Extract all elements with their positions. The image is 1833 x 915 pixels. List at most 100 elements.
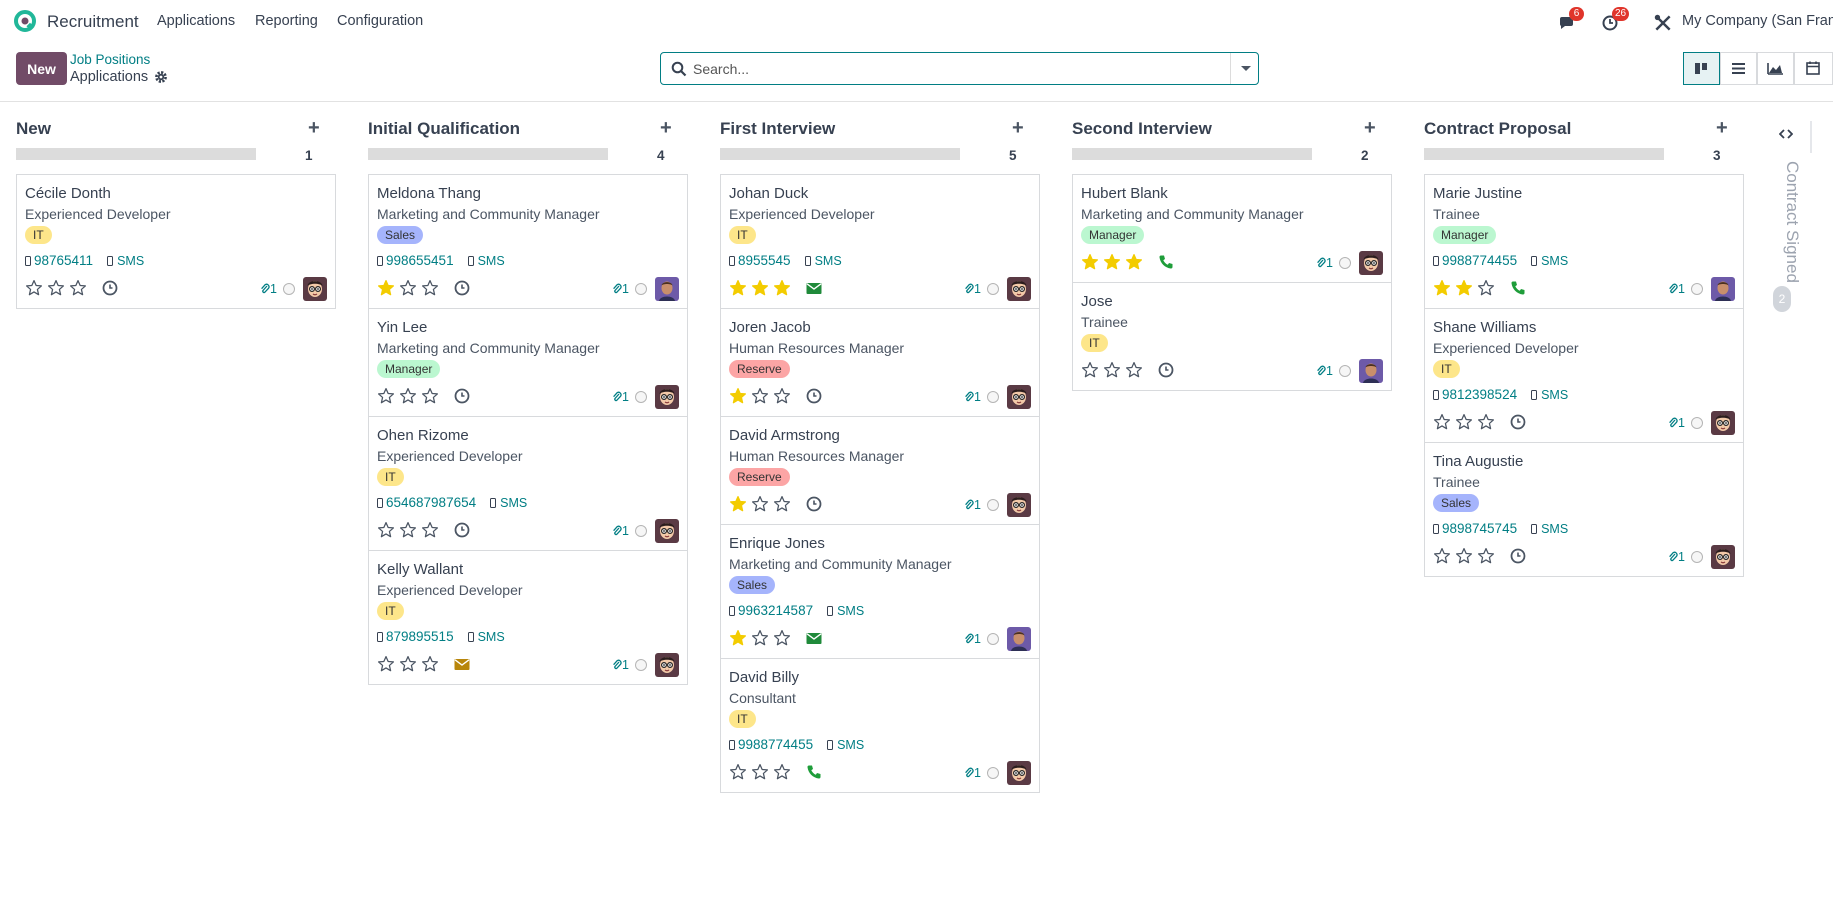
app-logo-icon[interactable] xyxy=(14,10,36,32)
star-empty-icon[interactable] xyxy=(751,629,769,647)
attachment-count[interactable]: 1 xyxy=(964,498,981,512)
attachment-count[interactable]: 1 xyxy=(612,282,629,296)
expand-arrows-icon[interactable] xyxy=(1779,129,1793,139)
star-empty-icon[interactable] xyxy=(1125,361,1143,379)
star-empty-icon[interactable] xyxy=(421,655,439,673)
star-filled-icon[interactable] xyxy=(751,279,769,297)
sms-button[interactable]: SMS xyxy=(467,628,505,646)
column-title[interactable]: Initial Qualification xyxy=(368,119,521,138)
applicant-card[interactable]: Johan Duck Experienced Developer IT 8955545… xyxy=(721,175,1039,309)
star-empty-icon[interactable] xyxy=(1455,547,1473,565)
sms-button[interactable]: SMS xyxy=(1531,520,1568,538)
company-switcher[interactable]: My Company (San Franc xyxy=(1682,13,1833,29)
phone-link[interactable]: 8955545 xyxy=(738,253,791,268)
column-title[interactable]: Second Interview xyxy=(1072,119,1212,138)
applicant-card[interactable]: Meldona Thang Marketing and Community Man… xyxy=(369,175,687,309)
star-empty-icon[interactable] xyxy=(421,279,439,297)
star-empty-icon[interactable] xyxy=(1477,279,1495,297)
star-empty-icon[interactable] xyxy=(1433,413,1451,431)
new-button[interactable]: New xyxy=(16,52,67,85)
attachment-count[interactable]: 1 xyxy=(1316,256,1333,270)
star-filled-icon[interactable] xyxy=(1103,253,1121,271)
sms-button[interactable]: SMS xyxy=(1531,386,1568,404)
sms-button[interactable]: SMS xyxy=(490,494,527,512)
star-empty-icon[interactable] xyxy=(773,763,791,781)
star-filled-icon[interactable] xyxy=(729,629,747,647)
star-filled-icon[interactable] xyxy=(377,279,395,297)
applicant-card[interactable]: Kelly Wallant Experienced Developer IT 8798… xyxy=(369,551,687,685)
gear-icon[interactable] xyxy=(154,70,168,84)
applicant-card[interactable]: Enrique Jones Marketing and Community Man… xyxy=(721,525,1039,659)
phone-link[interactable]: 998655451 xyxy=(386,253,454,268)
applicant-card[interactable]: Yin Lee Marketing and Community Manager Ma… xyxy=(369,309,687,417)
phone-link[interactable]: 9988774455 xyxy=(1442,253,1518,268)
column-title[interactable]: Contract Proposal xyxy=(1424,119,1572,138)
star-empty-icon[interactable] xyxy=(47,279,65,297)
star-empty-icon[interactable] xyxy=(773,629,791,647)
star-empty-icon[interactable] xyxy=(69,279,87,297)
search-options-toggle[interactable] xyxy=(1230,53,1258,84)
phone-link[interactable]: 9988774455 xyxy=(738,737,814,752)
menu-reporting[interactable]: Reporting xyxy=(255,13,318,29)
calendar-view-button[interactable] xyxy=(1794,52,1833,85)
star-empty-icon[interactable] xyxy=(377,521,395,539)
kanban-state-dot[interactable] xyxy=(635,525,647,537)
activity-clock-icon[interactable] xyxy=(453,387,471,405)
phone-link[interactable]: 9963214587 xyxy=(738,603,814,618)
attachment-count[interactable]: 1 xyxy=(612,658,629,672)
star-empty-icon[interactable] xyxy=(729,763,747,781)
attachment-count[interactable]: 1 xyxy=(1668,416,1685,430)
sms-button[interactable]: SMS xyxy=(467,252,505,270)
kanban-state-dot[interactable] xyxy=(635,659,647,671)
applicant-card[interactable]: Tina Augustie Trainee Sales 9898745745 SMS 1 xyxy=(1425,443,1743,577)
applicant-card[interactable]: Joren Jacob Human Resources Manager Reserv… xyxy=(721,309,1039,417)
star-empty-icon[interactable] xyxy=(1477,547,1495,565)
quick-create-plus-icon[interactable]: + xyxy=(1716,117,1728,139)
quick-create-plus-icon[interactable]: + xyxy=(1364,117,1376,139)
kanban-state-dot[interactable] xyxy=(1691,283,1703,295)
attachment-count[interactable]: 1 xyxy=(1316,364,1333,378)
activity-clock-icon[interactable] xyxy=(1509,547,1527,565)
star-empty-icon[interactable] xyxy=(751,495,769,513)
star-empty-icon[interactable] xyxy=(25,279,43,297)
activity-email-icon[interactable] xyxy=(805,629,823,647)
sms-button[interactable]: SMS xyxy=(804,252,842,270)
kanban-state-dot[interactable] xyxy=(1339,365,1351,377)
graph-view-button[interactable] xyxy=(1757,52,1794,85)
star-empty-icon[interactable] xyxy=(1103,361,1121,379)
activity-email-icon[interactable] xyxy=(805,279,823,297)
applicant-card[interactable]: Hubert Blank Marketing and Community Mana… xyxy=(1073,175,1391,283)
phone-link[interactable]: 879895515 xyxy=(386,629,454,644)
kanban-state-dot[interactable] xyxy=(987,767,999,779)
app-name[interactable]: Recruitment xyxy=(47,12,139,31)
kanban-state-dot[interactable] xyxy=(635,283,647,295)
kanban-state-dot[interactable] xyxy=(283,283,295,295)
star-empty-icon[interactable] xyxy=(773,495,791,513)
column-title[interactable]: New xyxy=(16,119,51,138)
kanban-state-dot[interactable] xyxy=(1691,417,1703,429)
star-filled-icon[interactable] xyxy=(773,279,791,297)
star-empty-icon[interactable] xyxy=(751,763,769,781)
sms-button[interactable]: SMS xyxy=(1531,252,1568,270)
sms-button[interactable]: SMS xyxy=(107,252,144,270)
kanban-state-dot[interactable] xyxy=(987,499,999,511)
kanban-state-dot[interactable] xyxy=(987,391,999,403)
activities-button[interactable]: 26 xyxy=(1602,7,1630,32)
activity-email-icon[interactable] xyxy=(453,655,471,673)
kanban-state-dot[interactable] xyxy=(1339,257,1351,269)
phone-link[interactable]: 654687987654 xyxy=(386,495,477,510)
phone-link[interactable]: 98765411 xyxy=(34,253,94,268)
star-empty-icon[interactable] xyxy=(421,521,439,539)
star-filled-icon[interactable] xyxy=(1125,253,1143,271)
star-filled-icon[interactable] xyxy=(729,495,747,513)
activity-phone-icon[interactable] xyxy=(1509,279,1527,297)
activity-clock-icon[interactable] xyxy=(453,521,471,539)
star-empty-icon[interactable] xyxy=(377,655,395,673)
activity-clock-icon[interactable] xyxy=(1157,361,1175,379)
kanban-state-dot[interactable] xyxy=(987,633,999,645)
star-filled-icon[interactable] xyxy=(1081,253,1099,271)
star-empty-icon[interactable] xyxy=(421,387,439,405)
attachment-count[interactable]: 1 xyxy=(260,282,277,296)
applicant-card[interactable]: David Billy Consultant IT 9988774455 SMS 1 xyxy=(721,659,1039,793)
activity-clock-icon[interactable] xyxy=(101,279,119,297)
